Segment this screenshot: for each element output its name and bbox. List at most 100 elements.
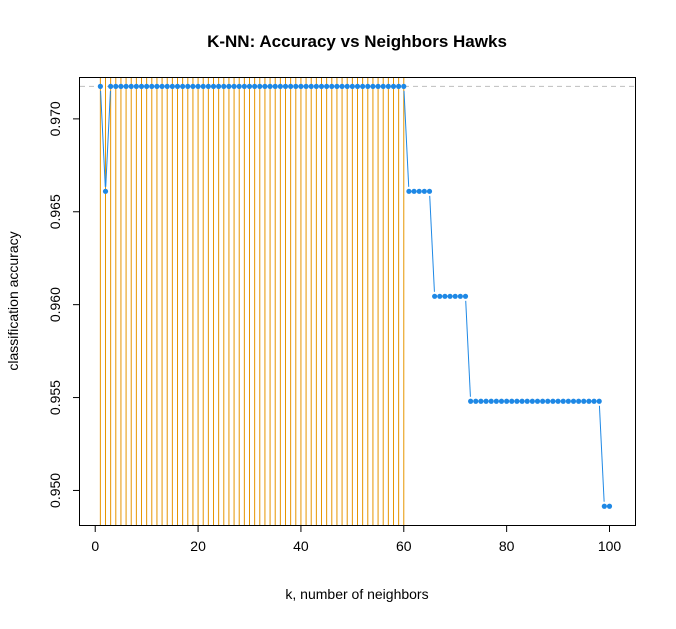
data-point-k51	[354, 83, 361, 89]
data-point-k41	[303, 83, 309, 89]
data-point-k75	[478, 398, 484, 404]
data-point-k5	[118, 83, 124, 89]
data-point-k2	[102, 188, 109, 194]
x-tick-label-20: 20	[190, 538, 206, 554]
data-point-k93	[570, 398, 577, 404]
data-point-k78	[493, 398, 499, 404]
data-point-k9	[138, 83, 145, 89]
data-point-k25	[221, 83, 227, 89]
data-point-k32	[257, 83, 263, 89]
data-point-k45	[324, 83, 330, 89]
data-point-k72	[462, 293, 469, 299]
data-point-k11	[149, 83, 155, 89]
series-segment-98	[598, 405, 605, 502]
x-tick-label-0: 0	[91, 538, 99, 554]
data-point-k17	[180, 83, 186, 89]
data-point-k77	[488, 398, 494, 404]
data-point-k62	[411, 188, 417, 194]
data-point-k53	[365, 83, 371, 89]
data-point-k82	[514, 398, 520, 404]
data-point-k80	[504, 398, 510, 404]
x-tick-label-100: 100	[598, 538, 622, 554]
y-tick-label-0.970: 0.970	[47, 101, 63, 136]
data-point-k22	[205, 83, 211, 89]
data-point-k39	[293, 83, 299, 89]
data-point-k91	[560, 398, 566, 404]
data-point-k66	[432, 293, 438, 299]
series-layer	[100, 90, 605, 502]
data-point-k87	[540, 398, 546, 404]
data-point-k79	[498, 398, 505, 404]
data-point-k26	[226, 83, 232, 89]
y-tick-label-0.950: 0.950	[47, 473, 63, 508]
data-point-k43	[313, 83, 319, 89]
data-point-k97	[591, 398, 597, 404]
data-point-k6	[123, 83, 129, 89]
data-point-k83	[519, 398, 525, 404]
data-point-k89	[550, 398, 556, 404]
data-point-k46	[329, 83, 335, 89]
data-point-k95	[581, 398, 587, 404]
series-segment-1	[100, 90, 106, 187]
data-point-k49	[344, 83, 350, 89]
series-segment-72	[465, 300, 471, 397]
data-point-k21	[200, 83, 206, 89]
data-point-k12	[154, 83, 160, 89]
data-point-k27	[231, 83, 237, 89]
data-point-k34	[267, 83, 273, 89]
data-point-k18	[185, 83, 191, 89]
data-point-k99	[601, 503, 607, 509]
data-point-k92	[565, 398, 571, 404]
data-point-k64	[421, 188, 427, 194]
data-point-k44	[318, 83, 325, 89]
data-point-k24	[216, 83, 222, 89]
data-point-k16	[174, 83, 181, 89]
x-tick-label-40: 40	[293, 538, 309, 554]
series-segment-65	[429, 195, 435, 292]
data-point-k74	[473, 398, 479, 404]
data-point-k14	[164, 83, 170, 89]
data-point-k65	[426, 188, 433, 194]
data-point-k86	[534, 398, 541, 404]
x-tick-label-60: 60	[396, 538, 412, 554]
data-point-k13	[159, 83, 165, 89]
data-point-k100	[606, 503, 613, 509]
data-point-k19	[190, 83, 196, 89]
data-point-k70	[452, 293, 458, 299]
highlight-lines-layer	[99, 78, 405, 525]
data-point-k8	[133, 83, 139, 89]
data-point-k63	[416, 188, 422, 194]
data-point-k84	[524, 398, 530, 404]
y-tick-label-0.955: 0.955	[47, 380, 63, 415]
x-axis: 0 20 40 60 80 100	[91, 525, 621, 554]
data-point-k52	[360, 83, 366, 89]
y-axis: 0.950 0.955 0.960 0.965 0.970	[47, 101, 80, 508]
data-point-k28	[236, 83, 242, 89]
data-point-k55	[375, 83, 381, 89]
data-point-k38	[288, 83, 294, 89]
series-segment-2	[105, 90, 111, 187]
points-layer	[97, 83, 613, 509]
data-point-k61	[406, 188, 412, 194]
data-point-k40	[298, 83, 304, 89]
y-tick-label-0.965: 0.965	[47, 194, 63, 229]
data-point-k10	[144, 83, 150, 89]
data-point-k85	[529, 398, 535, 404]
data-point-k15	[169, 83, 175, 89]
data-point-k36	[277, 83, 283, 89]
data-point-k60	[401, 83, 407, 89]
data-point-k31	[252, 83, 258, 89]
data-point-k98	[596, 398, 602, 404]
data-point-k71	[457, 293, 463, 299]
data-point-k76	[483, 398, 489, 404]
data-point-k73	[468, 398, 474, 404]
data-point-k58	[390, 83, 397, 89]
x-axis-label: k, number of neighbors	[285, 586, 428, 602]
x-tick-label-80: 80	[499, 538, 515, 554]
data-point-k59	[396, 83, 402, 89]
data-point-k29	[241, 83, 247, 89]
data-point-k68	[442, 293, 448, 299]
data-point-k47	[334, 83, 340, 89]
